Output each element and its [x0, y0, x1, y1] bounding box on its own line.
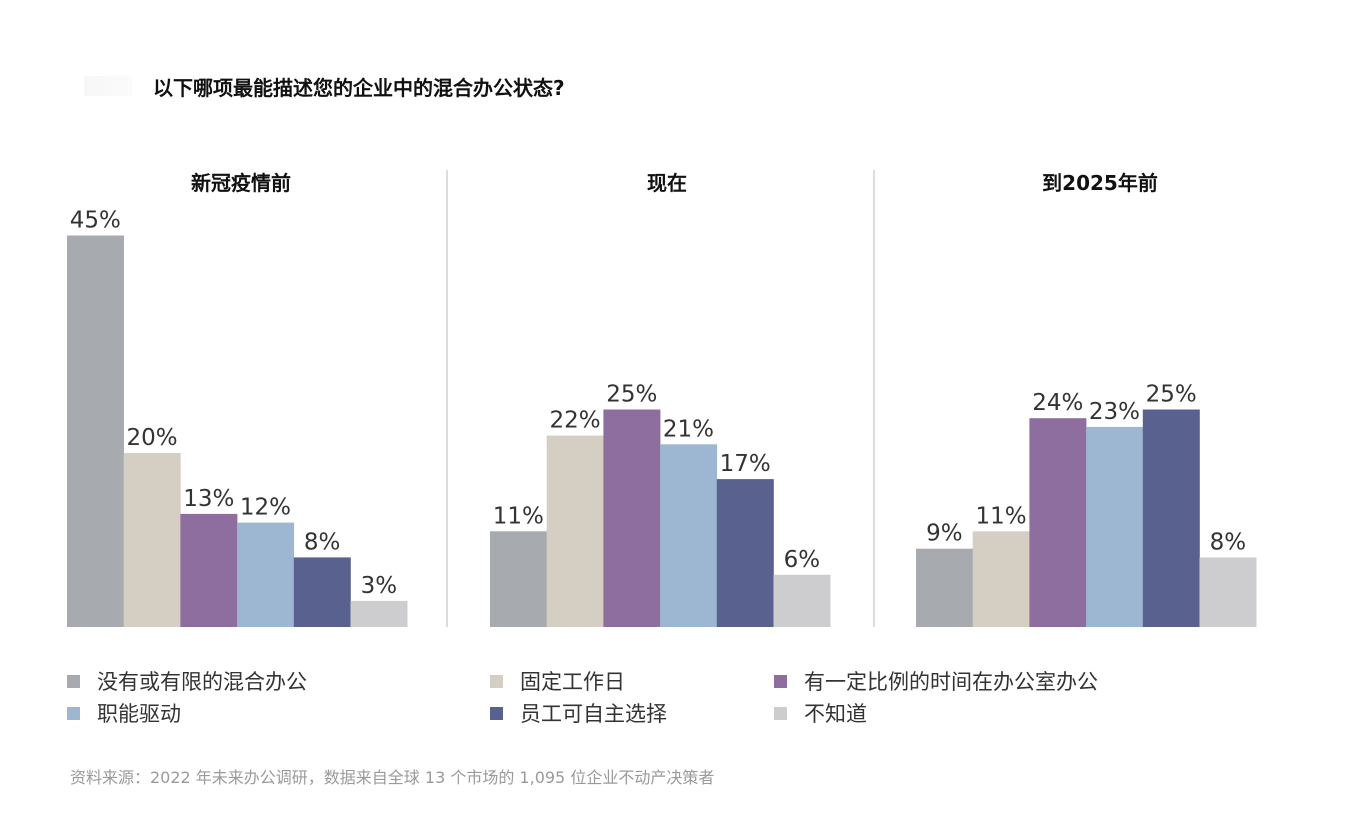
data-label-panel1-series1: 45%	[70, 208, 121, 234]
data-label-panel1-series2: 20%	[126, 425, 177, 451]
legend-label: 有一定比例的时间在办公室办公	[804, 670, 1098, 694]
bar-panel1-series6	[350, 600, 408, 627]
bar-panel3-series4	[1086, 426, 1144, 627]
data-label-panel3-series4: 23%	[1089, 399, 1140, 425]
bar-panel2-series6	[773, 574, 831, 627]
bar-panel2-series1	[490, 531, 547, 627]
data-label-panel1-series5: 8%	[304, 529, 341, 555]
legend-label: 没有或有限的混合办公	[97, 670, 307, 694]
bar-panel2-series5	[716, 479, 774, 627]
source-note: 资料来源：2022 年未来办公调研，数据来自全球 13 个市场的 1,095 位…	[70, 768, 715, 787]
bar-panel3-series2	[972, 531, 1030, 627]
bar-panel2-series2	[546, 435, 604, 627]
bar-panel3-series3	[1029, 418, 1087, 627]
legend-item-3: 有一定比例的时间在办公室办公	[774, 666, 1098, 696]
legend-item-1: 没有或有限的混合办公	[67, 666, 307, 696]
panel-title-2: 现在	[647, 171, 687, 195]
legend-swatch	[490, 674, 503, 688]
data-label-panel3-series3: 24%	[1032, 390, 1083, 416]
bar-panel3-series5	[1142, 409, 1200, 627]
legend-item-5: 员工可自主选择	[490, 698, 667, 728]
bar-panel3-series6	[1199, 557, 1257, 627]
bar-panel1-series3	[180, 513, 238, 627]
bar-panel3-series1	[916, 548, 973, 627]
legend-swatch	[774, 706, 787, 720]
data-label-panel1-series6: 3%	[361, 573, 398, 599]
legend-label: 职能驱动	[97, 702, 181, 726]
legend-label: 固定工作日	[520, 670, 625, 694]
data-label-panel3-series2: 11%	[975, 503, 1026, 529]
legend-swatch	[67, 674, 80, 688]
data-label-panel1-series4: 12%	[240, 495, 291, 521]
data-label-panel2-series6: 6%	[784, 547, 821, 573]
bar-panel1-series5	[293, 557, 351, 627]
data-label-panel2-series3: 25%	[606, 382, 657, 408]
legend-item-6: 不知道	[774, 698, 867, 728]
data-label-panel2-series5: 17%	[720, 451, 771, 477]
data-label-panel1-series3: 13%	[183, 486, 234, 512]
legend-swatch	[774, 674, 787, 688]
bar-panel1-series4	[237, 522, 295, 627]
data-label-panel2-series4: 21%	[663, 416, 714, 442]
data-label-panel3-series5: 25%	[1146, 382, 1197, 408]
bar-panel1-series2	[123, 453, 181, 627]
bar-panel2-series4	[660, 444, 718, 627]
panel-title-3: 到2025年前	[1042, 171, 1158, 195]
page-title: 以下哪项最能描述您的企业中的混合办公状态?	[153, 76, 565, 100]
data-label-panel3-series6: 8%	[1210, 529, 1247, 555]
legend-swatch	[490, 706, 503, 720]
legend-item-4: 职能驱动	[67, 698, 181, 728]
legend-item-2: 固定工作日	[490, 666, 625, 696]
legend-label: 不知道	[804, 702, 867, 726]
panel-title-1: 新冠疫情前	[191, 171, 291, 195]
data-label-panel3-series1: 9%	[926, 521, 963, 547]
legend-swatch	[67, 706, 80, 720]
data-label-panel2-series1: 11%	[493, 503, 544, 529]
bar-panel1-series1	[67, 235, 124, 627]
legend-label: 员工可自主选择	[520, 702, 667, 726]
title-mark	[84, 76, 132, 96]
data-label-panel2-series2: 22%	[549, 408, 600, 434]
bar-panel2-series3	[603, 409, 661, 627]
